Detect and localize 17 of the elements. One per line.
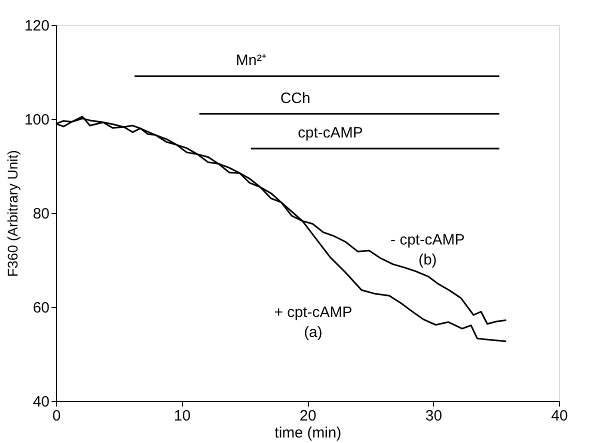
x-tick-label: 10 — [174, 408, 191, 424]
y-tick-label: 100 — [24, 112, 50, 128]
series-label: + cpt-cAMP (a) — [274, 304, 352, 342]
x-tick-label: 40 — [551, 408, 568, 424]
series-label: cpt-cAMP — [298, 124, 363, 142]
y-tick-label: 120 — [24, 18, 50, 34]
y-axis-title: F360 (Arbitrary Unit) — [4, 150, 20, 277]
y-tick-label: 60 — [32, 300, 50, 316]
y-tick-label: 80 — [32, 206, 50, 222]
series-label: - cpt-cAMP (b) — [390, 231, 465, 268]
series-label: CCh — [280, 90, 310, 107]
series-label: Mn²⁺ — [236, 52, 267, 70]
x-tick-label: 30 — [425, 408, 442, 424]
x-axis-title: time (min) — [274, 424, 342, 442]
x-tick-label: 0 — [52, 408, 61, 424]
x-tick-label: 20 — [300, 408, 316, 424]
y-tick-label: 40 — [32, 394, 50, 410]
